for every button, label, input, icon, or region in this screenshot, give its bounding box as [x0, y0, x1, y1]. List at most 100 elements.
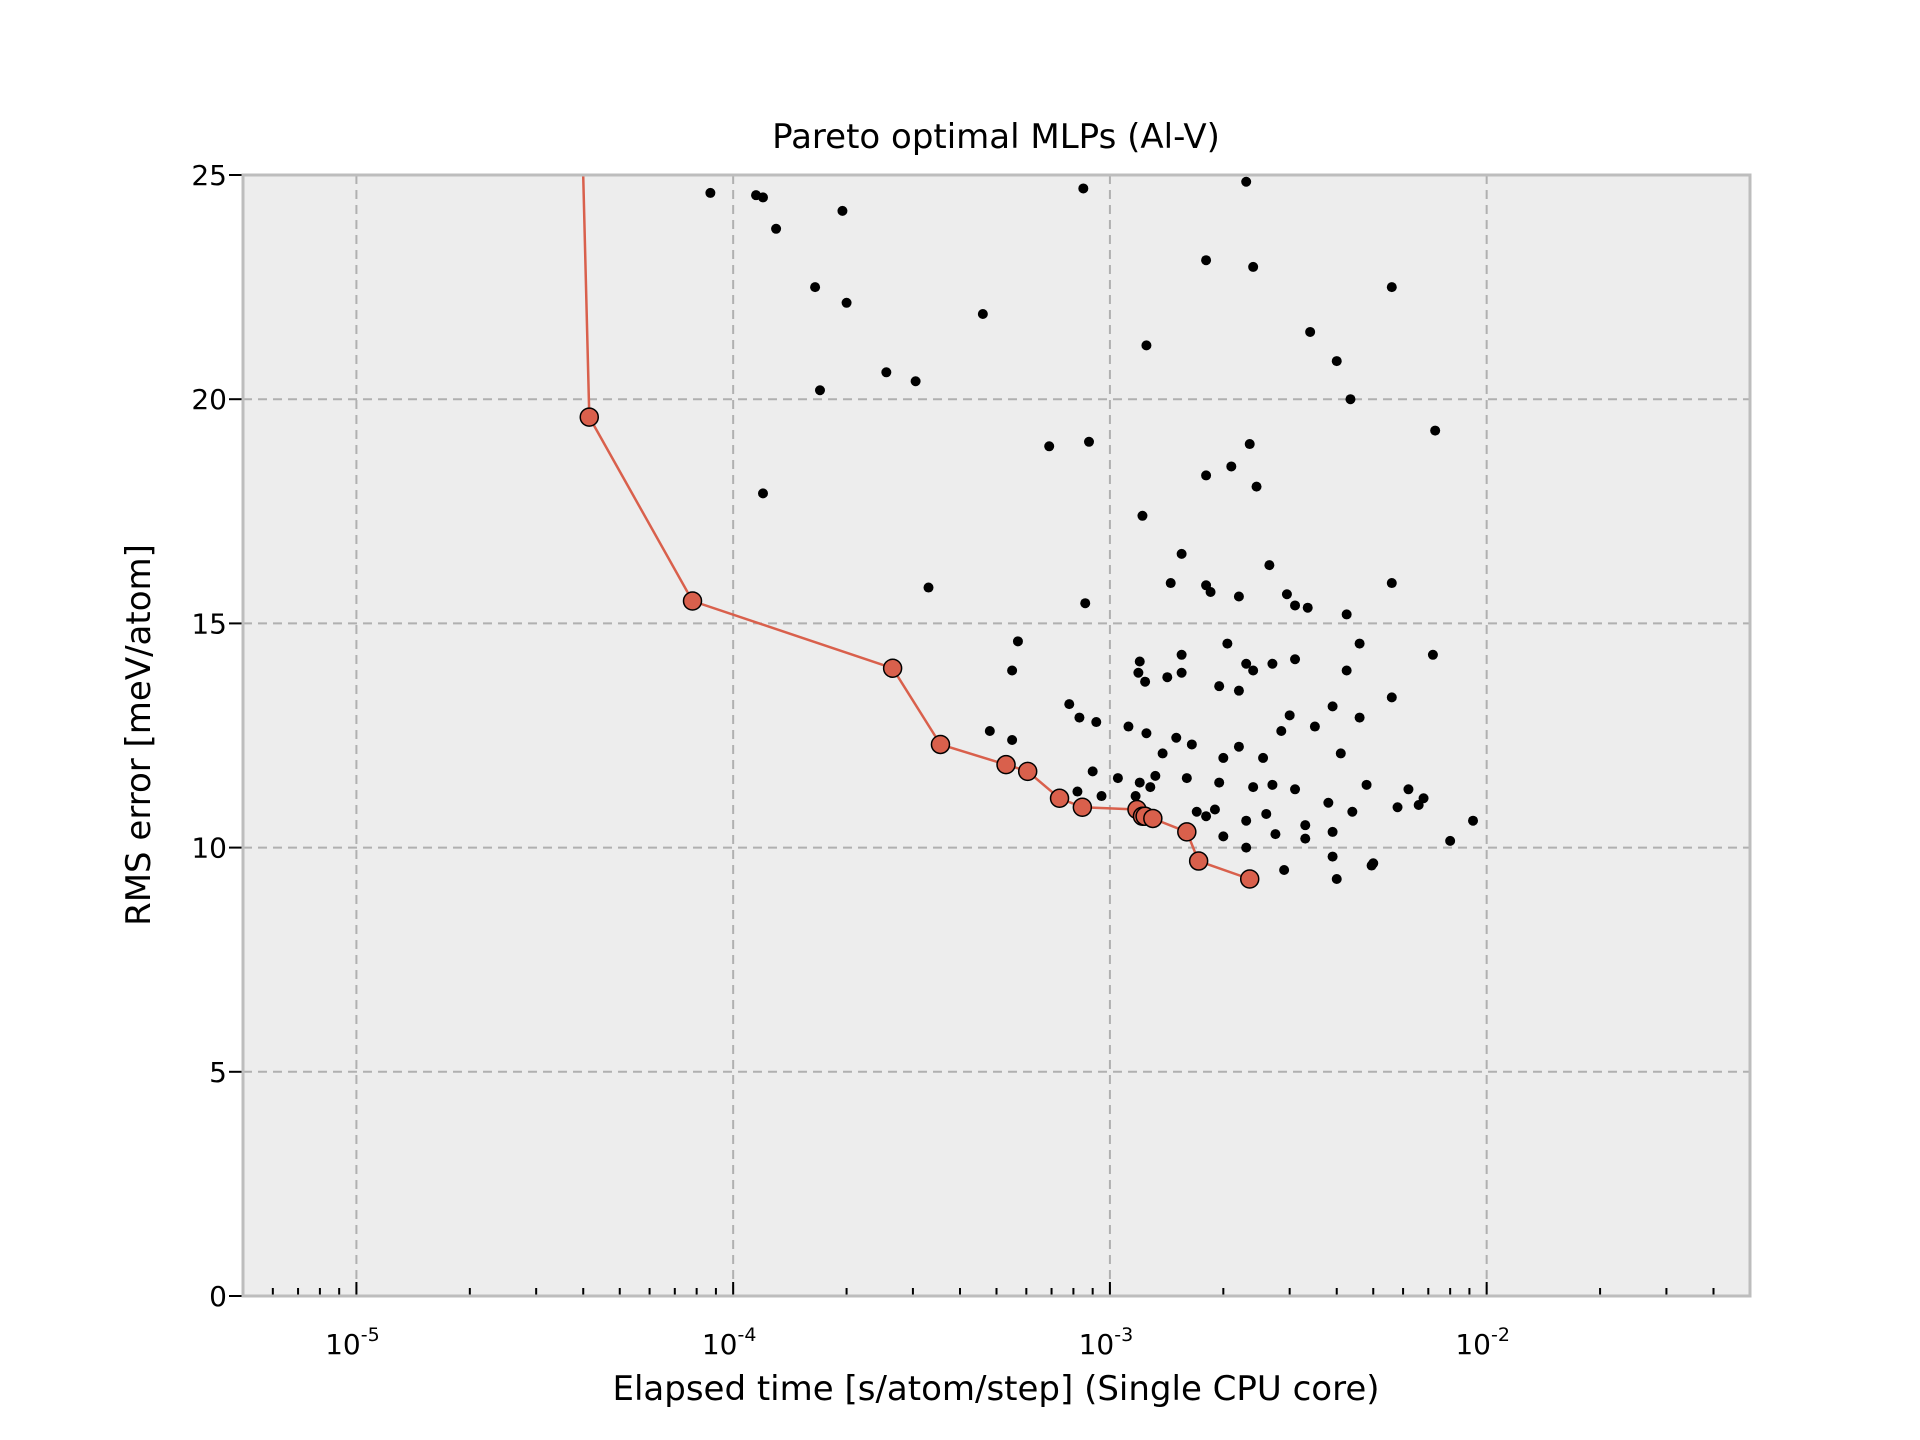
all-models-series: [705, 176, 1479, 884]
scatter-point: [1176, 649, 1187, 660]
scatter-point: [1368, 858, 1379, 869]
scatter-point: [1080, 598, 1091, 609]
scatter-point: [1233, 591, 1244, 602]
scatter-point: [1181, 773, 1192, 784]
y-tick-label: 20: [191, 383, 227, 416]
scatter-point: [1270, 829, 1281, 840]
scatter-point: [1403, 784, 1414, 795]
scatter-point: [1300, 820, 1311, 831]
pareto-point: [996, 754, 1016, 775]
scatter-point: [757, 488, 768, 499]
scatter-point: [1248, 261, 1259, 272]
scatter-point: [1078, 183, 1089, 194]
scatter-point: [1176, 548, 1187, 559]
scatter-point: [1258, 752, 1269, 763]
scatter-point: [1012, 636, 1023, 647]
pareto-point: [1239, 869, 1260, 889]
x-tick-label: 10-2: [1455, 1324, 1510, 1361]
scatter-point: [1201, 811, 1212, 822]
scatter-point: [1386, 282, 1397, 293]
scatter-point: [1165, 578, 1176, 589]
scatter-point: [1327, 826, 1338, 837]
scatter-point: [1284, 710, 1295, 721]
pareto-point: [1072, 797, 1093, 817]
scatter-point: [1091, 717, 1102, 728]
scatter-point: [1074, 712, 1085, 723]
scatter-point: [1157, 748, 1168, 759]
y-axis-label: RMS error [meV/atom]: [119, 544, 159, 926]
scatter-point: [977, 309, 988, 320]
scatter-point: [1345, 394, 1356, 405]
scatter-point: [1201, 470, 1212, 481]
pareto-front-series: [579, 174, 1260, 889]
scatter-point: [1222, 638, 1233, 649]
scatter-point: [984, 726, 995, 737]
pareto-point: [930, 734, 951, 755]
scatter-point: [1323, 797, 1334, 808]
scatter-point: [1341, 665, 1352, 676]
x-axis-label: Elapsed time [s/atom/step] (Single CPU c…: [612, 1369, 1379, 1409]
y-tick-label: 15: [191, 607, 227, 640]
scatter-point: [1083, 436, 1094, 447]
scatter-point: [1140, 676, 1151, 687]
y-tick-label: 25: [191, 159, 227, 192]
scatter-point: [1214, 777, 1225, 788]
scatter-point: [1244, 439, 1255, 450]
scatter-point: [1430, 425, 1441, 436]
scatter-point: [1327, 701, 1338, 712]
scatter-point: [1007, 734, 1018, 745]
scatter-point: [1233, 685, 1244, 696]
scatter-point: [1276, 726, 1287, 737]
scatter-point: [1290, 784, 1301, 795]
scatter-point: [1354, 712, 1365, 723]
chart-title: Pareto optimal MLPs (Al-V): [772, 117, 1220, 157]
scatter-point: [705, 187, 716, 198]
scatter-point: [1300, 833, 1311, 844]
scatter-point: [1226, 461, 1237, 472]
scatter-point: [1413, 800, 1424, 811]
pareto-point: [1143, 808, 1163, 829]
y-tick-label: 10: [191, 832, 227, 865]
scatter-point: [1112, 773, 1123, 784]
scatter-point: [1331, 356, 1342, 367]
scatter-point: [910, 376, 921, 387]
scatter-point: [814, 385, 825, 396]
scatter-point: [1214, 681, 1225, 692]
scatter-point: [1218, 831, 1229, 842]
scatter-point: [1264, 560, 1275, 571]
scatter-point: [1427, 649, 1438, 660]
pareto-point: [1177, 822, 1197, 842]
scatter-point: [1162, 672, 1173, 683]
plot-frame: [241, 173, 1752, 1298]
scatter-point: [1331, 873, 1342, 884]
grid: [243, 175, 1750, 1296]
scatter-point: [1205, 587, 1216, 598]
x-tick-label: 10-3: [1079, 1324, 1134, 1361]
scatter-point: [1064, 699, 1075, 710]
scatter-point: [1261, 808, 1272, 819]
scatter-point: [1290, 654, 1301, 665]
scatter-point: [1123, 721, 1134, 732]
scatter-point: [1186, 739, 1197, 750]
scatter-point: [1007, 665, 1018, 676]
scatter-point: [1241, 842, 1252, 853]
tick-labels: 10-5 10-4 10-3 10-2 0 5 10 15 20 25: [191, 159, 1510, 1361]
scatter-point: [837, 205, 848, 216]
scatter-point: [1251, 481, 1262, 492]
scatter-point: [1392, 802, 1403, 813]
pareto-point: [882, 658, 903, 678]
scatter-point: [1171, 732, 1182, 743]
scatter-point: [1347, 806, 1358, 817]
scatter-point: [1248, 665, 1259, 676]
scatter-point: [1309, 721, 1320, 732]
scatter-point: [1044, 441, 1055, 452]
scatter-point: [1141, 340, 1152, 351]
scatter-point: [1305, 326, 1316, 337]
y-tick-label: 5: [209, 1056, 227, 1089]
scatter-point: [1341, 609, 1352, 620]
scatter-point: [1096, 791, 1107, 802]
scatter-point: [1134, 656, 1145, 667]
pareto-point: [682, 591, 703, 611]
scatter-point: [1281, 589, 1292, 600]
